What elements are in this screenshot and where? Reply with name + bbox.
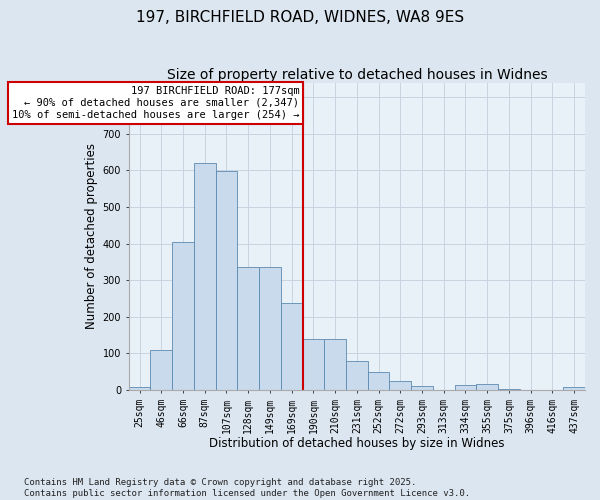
Y-axis label: Number of detached properties: Number of detached properties — [85, 144, 98, 330]
Bar — [128, 388, 151, 390]
Bar — [194, 163, 215, 390]
Bar — [476, 384, 498, 390]
Text: 197, BIRCHFIELD ROAD, WIDNES, WA8 9ES: 197, BIRCHFIELD ROAD, WIDNES, WA8 9ES — [136, 10, 464, 25]
Bar — [238, 268, 259, 390]
Bar — [389, 381, 411, 390]
Title: Size of property relative to detached houses in Widnes: Size of property relative to detached ho… — [167, 68, 547, 82]
X-axis label: Distribution of detached houses by size in Widnes: Distribution of detached houses by size … — [209, 437, 505, 450]
Bar — [411, 386, 433, 390]
Bar — [455, 385, 476, 390]
Bar — [498, 389, 520, 390]
Bar — [172, 242, 194, 390]
Bar — [346, 362, 368, 390]
Bar — [302, 338, 324, 390]
Text: 197 BIRCHFIELD ROAD: 177sqm
← 90% of detached houses are smaller (2,347)
10% of : 197 BIRCHFIELD ROAD: 177sqm ← 90% of det… — [12, 86, 299, 120]
Bar — [151, 350, 172, 390]
Bar — [368, 372, 389, 390]
Bar — [215, 171, 238, 390]
Bar — [259, 268, 281, 390]
Bar — [281, 303, 302, 390]
Bar — [563, 388, 585, 390]
Bar — [324, 338, 346, 390]
Text: Contains HM Land Registry data © Crown copyright and database right 2025.
Contai: Contains HM Land Registry data © Crown c… — [24, 478, 470, 498]
